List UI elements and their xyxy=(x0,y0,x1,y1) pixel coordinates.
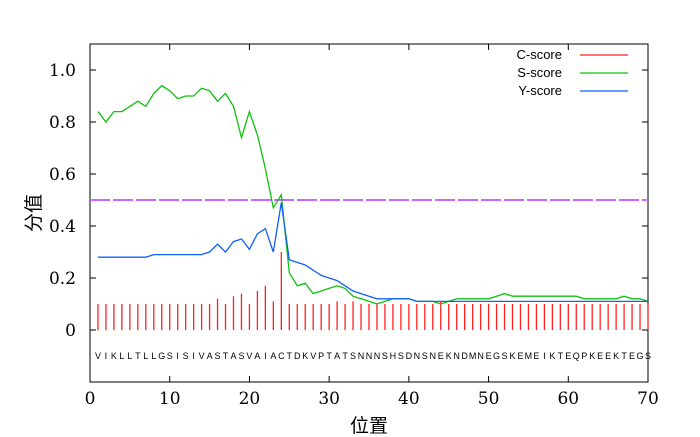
sequence-residue: G xyxy=(637,351,644,361)
sequence-residue: D xyxy=(406,351,413,361)
sequence-residue: G xyxy=(158,351,165,361)
sequence-residue: E xyxy=(597,351,603,361)
x-axis-label: 位置 xyxy=(350,415,388,437)
x-tick-label: 60 xyxy=(557,389,579,409)
sequence-residue: A xyxy=(230,351,236,361)
sequence-residue: S xyxy=(382,351,388,361)
sequence-residue: N xyxy=(477,351,484,361)
sequence-residue: E xyxy=(438,351,444,361)
sequence-residue: K xyxy=(111,351,117,361)
sequence-residue: S xyxy=(215,351,221,361)
sequence-residue: V xyxy=(199,351,205,361)
sequence-residue: P xyxy=(581,351,587,361)
sequence-residue: K xyxy=(613,351,619,361)
sequence-residue: K xyxy=(549,351,555,361)
sequence-residue: L xyxy=(151,351,156,361)
sequence-residue: I xyxy=(192,351,195,361)
sequence-residue: N xyxy=(358,351,365,361)
x-tick-label: 50 xyxy=(478,389,500,409)
sequence-residue: T xyxy=(223,351,229,361)
s-score-line xyxy=(97,84,649,305)
x-tick-label: 10 xyxy=(159,389,181,409)
sequence-residue: T xyxy=(558,351,564,361)
legend-label: C-score xyxy=(516,47,562,62)
y-tick-label: 0.8 xyxy=(49,113,76,133)
x-tick-label: 70 xyxy=(637,389,659,409)
sequence-residue: H xyxy=(390,351,397,361)
sequence-residue: N xyxy=(374,351,381,361)
legend-label: Y-score xyxy=(518,83,562,98)
sequence-residue: A xyxy=(334,351,340,361)
sequence-residue: V xyxy=(310,351,316,361)
x-tick-label: 20 xyxy=(239,389,261,409)
sequence-residue: T xyxy=(287,351,293,361)
sequence-residue: C xyxy=(278,351,285,361)
y-tick-label: 1.0 xyxy=(49,61,76,81)
sequence-residue: M xyxy=(525,351,533,361)
sequence-residue: E xyxy=(605,351,611,361)
sequence-residue: A xyxy=(207,351,213,361)
sequence-residue: L xyxy=(143,351,148,361)
sequence-residue: S xyxy=(422,351,428,361)
sequence-residue: I xyxy=(176,351,179,361)
y-tick-label: 0.6 xyxy=(49,165,76,185)
sequence-residue: S xyxy=(238,351,244,361)
sequence-residue: E xyxy=(629,351,635,361)
sequence-residue: K xyxy=(446,351,452,361)
y-score-line xyxy=(98,202,648,303)
sequence-residue: K xyxy=(302,351,308,361)
sequence-residue: T xyxy=(326,351,332,361)
sequence-residue: Q xyxy=(573,351,580,361)
sequence-residue: A xyxy=(254,351,260,361)
sequence-residue: A xyxy=(270,351,276,361)
sequence-residue: E xyxy=(533,351,539,361)
sequence-residue: N xyxy=(453,351,460,361)
sequence-residue: L xyxy=(127,351,132,361)
sequence-residue: S xyxy=(645,351,651,361)
sequence-residue: D xyxy=(294,351,301,361)
sequence-residue: T xyxy=(621,351,627,361)
sequence-residue: S xyxy=(167,351,173,361)
y-axis-label: 分值 xyxy=(23,194,45,232)
x-tick-label: 30 xyxy=(318,389,340,409)
y-tick-label: 0.2 xyxy=(49,269,76,289)
plot-frame xyxy=(89,43,649,383)
y-tick-label: 0.4 xyxy=(49,217,76,237)
y-tick-label: 0 xyxy=(65,321,76,341)
sequence-residue: G xyxy=(493,351,500,361)
sequence-residue: P xyxy=(318,351,324,361)
sequence-residue: V xyxy=(95,351,101,361)
sequence-residue: N xyxy=(366,351,373,361)
sequence-residue: N xyxy=(430,351,437,361)
sequence-residue: E xyxy=(517,351,523,361)
sequence-residue: I xyxy=(543,351,546,361)
x-tick-label: 40 xyxy=(398,389,420,409)
sequence-residue: S xyxy=(183,351,189,361)
sequence-residue: M xyxy=(469,351,477,361)
sequence-residue: I xyxy=(105,351,108,361)
sequence-residue: I xyxy=(264,351,267,361)
sequence-residue: T xyxy=(342,351,348,361)
sequence-residue: K xyxy=(589,351,595,361)
sequence-residue: S xyxy=(350,351,356,361)
legend-label: S-score xyxy=(517,65,562,80)
sequence-residue: L xyxy=(119,351,124,361)
sequence-residue: N xyxy=(414,351,421,361)
x-tick-label: 0 xyxy=(85,389,96,409)
sequence-residue: S xyxy=(398,351,404,361)
sequence-residue: V xyxy=(246,351,252,361)
sequence-residue: E xyxy=(565,351,571,361)
sequence-residue: D xyxy=(461,351,468,361)
sequence-residue: T xyxy=(135,351,141,361)
sequence-residue: E xyxy=(486,351,492,361)
sequence-residue: K xyxy=(509,351,515,361)
sequence-residue: S xyxy=(502,351,508,361)
